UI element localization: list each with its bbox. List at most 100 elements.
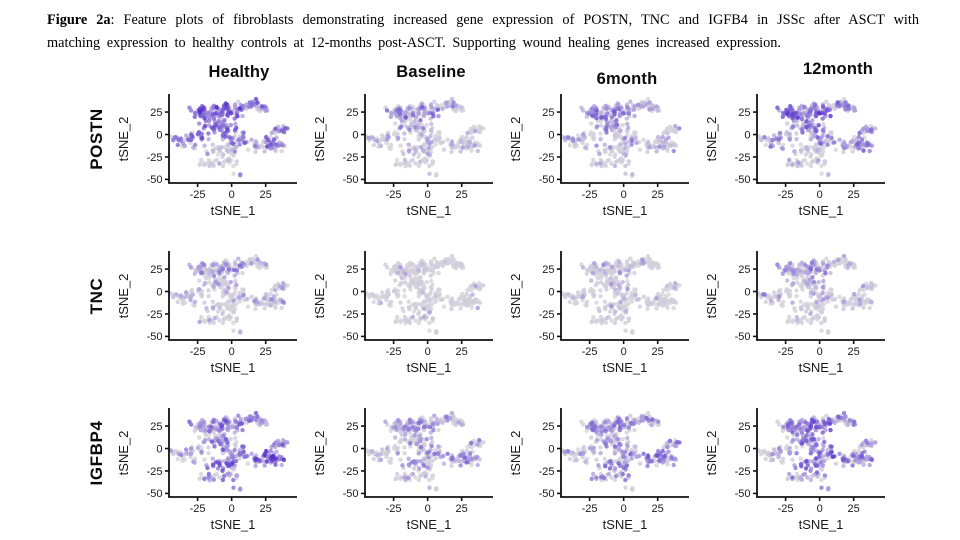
scatter-points xyxy=(364,253,486,335)
y-tick-label: -25 xyxy=(735,466,751,478)
x-axis-label: tSNE_1 xyxy=(407,517,452,532)
x-axis-label: tSNE_1 xyxy=(799,360,844,375)
feature-plot-igfbp4-12month: 25 0 -25 -50 -25 0 25 tSNE_1 tSNE_2 xyxy=(704,408,885,532)
y-tick-label: 0 xyxy=(548,129,554,141)
y-tick-label: 0 xyxy=(156,286,162,298)
scatter-points xyxy=(364,96,486,178)
x-tick-label: 25 xyxy=(848,189,860,201)
y-tick-label: -25 xyxy=(343,152,359,164)
x-tick-label: 0 xyxy=(229,189,235,201)
x-tick-label: -25 xyxy=(778,503,794,515)
feature-plot-postn-12month: 25 0 -25 -50 -25 0 25 tSNE_1 tSNE_2 xyxy=(704,94,885,218)
column-header-6month: 6month xyxy=(596,70,658,88)
y-axis-label: tSNE_2 xyxy=(704,117,719,162)
x-tick-label: -25 xyxy=(190,346,206,358)
feature-plot-igfbp4-baseline: 25 0 -25 -50 -25 0 25 tSNE_1 tSNE_2 xyxy=(312,408,493,532)
y-tick-label: -25 xyxy=(343,466,359,478)
feature-plot-postn-6month: 25 0 -25 -50 -25 0 25 tSNE_1 tSNE_2 xyxy=(508,94,689,218)
y-tick-label: -25 xyxy=(735,309,751,321)
y-tick-label: 0 xyxy=(548,443,554,455)
y-tick-label: 25 xyxy=(542,264,554,276)
x-tick-label: 0 xyxy=(817,189,823,201)
x-tick-label: 25 xyxy=(456,346,468,358)
y-tick-label: 25 xyxy=(738,107,750,119)
x-tick-label: 25 xyxy=(260,346,272,358)
scatter-points xyxy=(560,253,682,335)
y-tick-label: 25 xyxy=(150,421,162,433)
y-tick-label: 0 xyxy=(352,286,358,298)
x-tick-label: 25 xyxy=(652,189,664,201)
column-header-healthy: Healthy xyxy=(208,63,270,81)
x-tick-label: -25 xyxy=(190,189,206,201)
y-axis-label: tSNE_2 xyxy=(116,431,131,476)
x-tick-label: -25 xyxy=(778,189,794,201)
x-tick-label: 0 xyxy=(817,346,823,358)
x-tick-label: 25 xyxy=(260,503,272,515)
y-tick-label: -25 xyxy=(343,309,359,321)
scatter-points xyxy=(168,253,290,335)
feature-plot-postn-baseline: 25 0 -25 -50 -25 0 25 tSNE_1 tSNE_2 xyxy=(312,94,493,218)
feature-plot-igfbp4-6month: 25 0 -25 -50 -25 0 25 tSNE_1 tSNE_2 xyxy=(508,408,689,532)
y-tick-label: -25 xyxy=(539,152,555,164)
y-tick-label: -50 xyxy=(147,488,163,500)
x-axis-label: tSNE_1 xyxy=(799,203,844,218)
caption-figure-label: Figure 2a xyxy=(47,12,111,28)
caption-line-2: matching expression to healthy controls … xyxy=(47,35,781,51)
x-tick-label: 25 xyxy=(456,189,468,201)
x-tick-label: 0 xyxy=(229,346,235,358)
x-axis-label: tSNE_1 xyxy=(603,517,648,532)
y-tick-label: -50 xyxy=(735,174,751,186)
x-tick-label: 25 xyxy=(652,346,664,358)
y-tick-label: 0 xyxy=(156,443,162,455)
x-tick-label: 0 xyxy=(621,189,627,201)
y-tick-label: 0 xyxy=(744,443,750,455)
y-axis-label: tSNE_2 xyxy=(704,274,719,319)
x-tick-label: 0 xyxy=(621,503,627,515)
y-tick-label: 25 xyxy=(346,107,358,119)
row-label-postn: POSTN xyxy=(87,108,106,170)
y-axis-label: tSNE_2 xyxy=(704,431,719,476)
y-tick-label: -25 xyxy=(735,152,751,164)
y-axis-label: tSNE_2 xyxy=(508,274,523,319)
x-tick-label: -25 xyxy=(778,346,794,358)
y-tick-label: 0 xyxy=(548,286,554,298)
feature-plot-tnc-healthy: 25 0 -25 -50 -25 0 25 tSNE_1 tSNE_2 xyxy=(116,251,297,375)
y-axis-label: tSNE_2 xyxy=(312,117,327,162)
y-tick-label: -25 xyxy=(539,309,555,321)
x-tick-label: 0 xyxy=(425,346,431,358)
x-axis-label: tSNE_1 xyxy=(799,517,844,532)
x-tick-label: -25 xyxy=(386,189,402,201)
y-tick-label: 0 xyxy=(744,286,750,298)
x-tick-label: -25 xyxy=(582,346,598,358)
x-axis-label: tSNE_1 xyxy=(211,517,256,532)
scatter-points xyxy=(756,410,878,492)
x-tick-label: 25 xyxy=(848,503,860,515)
y-tick-label: -25 xyxy=(147,152,163,164)
y-tick-label: 25 xyxy=(542,107,554,119)
y-tick-label: 0 xyxy=(156,129,162,141)
scatter-points xyxy=(560,96,682,178)
y-tick-label: -50 xyxy=(539,331,555,343)
x-axis-label: tSNE_1 xyxy=(211,203,256,218)
column-header-12month: 12month xyxy=(802,60,874,78)
y-tick-label: -50 xyxy=(147,331,163,343)
x-tick-label: 0 xyxy=(425,189,431,201)
y-tick-label: 0 xyxy=(352,443,358,455)
row-label-tnc: TNC xyxy=(87,277,106,315)
feature-plot-tnc-12month: 25 0 -25 -50 -25 0 25 tSNE_1 tSNE_2 xyxy=(704,251,885,375)
y-axis-label: tSNE_2 xyxy=(508,117,523,162)
x-tick-label: 0 xyxy=(621,346,627,358)
x-tick-label: 25 xyxy=(848,346,860,358)
y-axis-label: tSNE_2 xyxy=(116,274,131,319)
scatter-points xyxy=(168,410,290,492)
figure-caption: Figure 2a: Feature plots of fibroblasts … xyxy=(47,9,919,55)
column-header-baseline: Baseline xyxy=(396,63,466,81)
y-tick-label: -25 xyxy=(147,466,163,478)
feature-plot-postn-healthy: 25 0 -25 -50 -25 0 25 tSNE_1 tSNE_2 xyxy=(116,94,297,218)
feature-plot-tnc-6month: 25 0 -25 -50 -25 0 25 tSNE_1 tSNE_2 xyxy=(508,251,689,375)
x-axis-label: tSNE_1 xyxy=(407,360,452,375)
y-tick-label: -50 xyxy=(539,174,555,186)
y-tick-label: -25 xyxy=(147,309,163,321)
x-tick-label: -25 xyxy=(582,189,598,201)
